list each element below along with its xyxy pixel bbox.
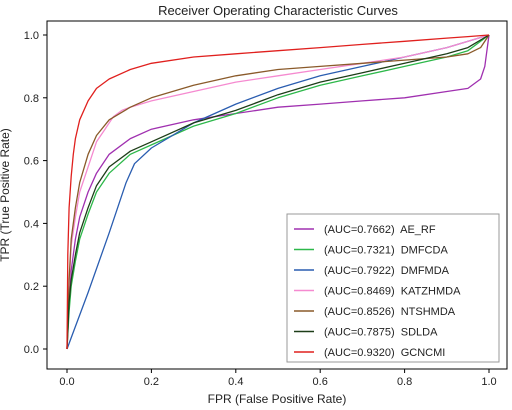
roc-curve-series-7 [66,34,490,350]
legend-box [286,213,500,363]
roc-curve-series-1 [66,34,490,350]
y-tick-label: 1.0 [24,30,39,42]
x-tick-label: 0.2 [144,376,159,388]
plot-frame [46,20,508,370]
legend-label: (AUC=0.7875) SDLDA [324,327,438,339]
x-tick-label: 0.4 [228,376,243,388]
y-tick-label: 0.6 [24,156,39,168]
y-tick-label: 0.2 [24,281,39,293]
y-axis-ticks: 0.0 0.2 0.4 0.6 0.8 1.0 [24,30,47,356]
y-tick-label: 0.4 [24,218,39,230]
legend-label: (AUC=0.8526) NTSHMDA [324,306,456,318]
y-tick-label: 0.8 [24,93,39,105]
chart-title: Receiver Operating Characteristic Curves [158,3,398,18]
x-axis-ticks: 0.0 0.2 0.4 0.6 0.8 1.0 [59,369,497,388]
roc-curve-series-6 [66,34,490,350]
roc-curve-series-5 [66,34,490,350]
x-tick-label: 1.0 [481,376,496,388]
roc-curve-series-2 [66,34,490,350]
x-tick-label: 0.8 [397,376,412,388]
legend-label: (AUC=0.8469) KATZHMDA [324,286,461,298]
x-tick-label: 0.0 [59,376,74,388]
y-axis-label: TPR (True Positive Rate) [0,128,12,262]
legend-label: (AUC=0.7321) DMFCDA [324,245,448,257]
legend-label: (AUC=0.7922) DMFMDA [324,265,450,277]
legend-label: (AUC=0.9320) GCNCMI [324,347,445,359]
legend: (AUC=0.7662) AE_RF (AUC=0.7321) DMFCDA (AU… [286,213,500,363]
y-tick-label: 0.0 [24,344,39,356]
roc-series-group [66,34,490,350]
legend-label: (AUC=0.7662) AE_RF [324,224,436,236]
x-tick-label: 0.6 [313,376,328,388]
x-axis-label: FPR (False Positive Rate) [208,392,347,406]
